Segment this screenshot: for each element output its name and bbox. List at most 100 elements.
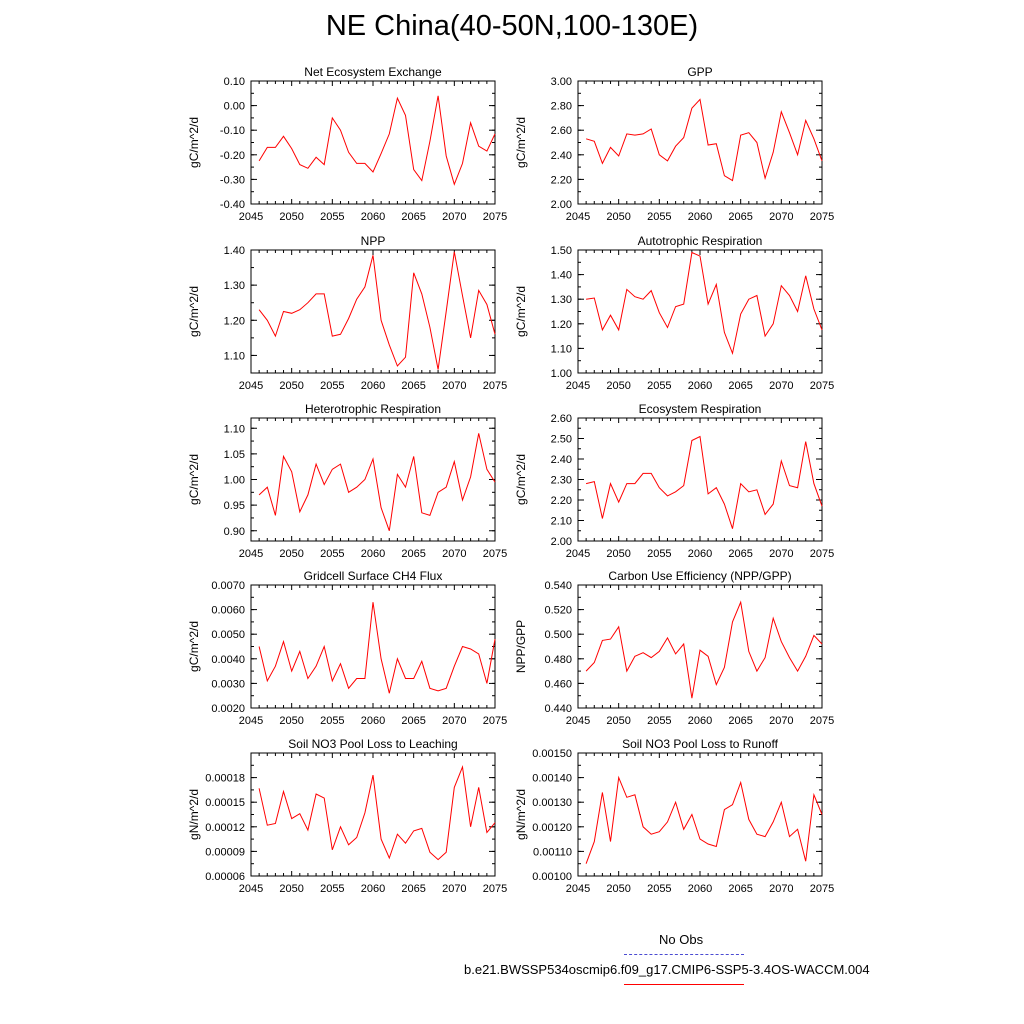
y-tick-label: 0.90 xyxy=(224,526,245,538)
y-tick-label: 1.50 xyxy=(551,245,572,257)
y-axis-label: gC/m^2/d xyxy=(187,286,201,337)
x-tick-label: 2060 xyxy=(688,548,712,560)
x-tick-label: 2060 xyxy=(688,211,712,223)
x-tick-label: 2045 xyxy=(239,211,263,223)
x-tick-label: 2055 xyxy=(647,211,671,223)
y-tick-label: 0.00110 xyxy=(533,846,572,858)
x-tick-label: 2055 xyxy=(647,380,671,392)
x-tick-label: 2065 xyxy=(728,715,752,727)
chart-panel-6: Ecosystem Respiration gC/m^2/d 2045 2050 205… xyxy=(514,402,834,560)
y-tick-label: 0.00012 xyxy=(205,822,245,834)
y-tick-label: -0.20 xyxy=(220,150,245,162)
y-tick-label: 0.00140 xyxy=(532,773,572,785)
y-axis-label: gN/m^2/d xyxy=(187,789,201,840)
x-tick-label: 2050 xyxy=(279,548,303,560)
y-tick-label: 0.520 xyxy=(544,605,572,617)
y-tick-label: 0.10 xyxy=(224,76,245,88)
legend-line-model xyxy=(624,984,744,985)
legend-label-model: b.e21.BWSSP534oscmip6.f09_g17.CMIP6-SSP5… xyxy=(464,962,870,977)
y-tick-label: 0.500 xyxy=(544,629,572,641)
x-tick-label: 2075 xyxy=(810,380,834,392)
x-tick-label: 2055 xyxy=(320,715,344,727)
series-line xyxy=(585,98,823,182)
x-tick-label: 2075 xyxy=(483,380,507,392)
x-tick-label: 2045 xyxy=(566,548,590,560)
y-tick-label: 2.20 xyxy=(551,495,572,507)
x-tick-label: 2075 xyxy=(810,883,834,895)
x-tick-label: 2065 xyxy=(728,548,752,560)
y-tick-label: 0.00006 xyxy=(205,871,245,883)
x-tick-label: 2065 xyxy=(401,715,425,727)
chart-title: NPP xyxy=(361,234,386,248)
x-tick-label: 2050 xyxy=(606,883,630,895)
y-tick-label: 0.0060 xyxy=(211,605,245,617)
x-tick-label: 2060 xyxy=(688,380,712,392)
chart-title: Carbon Use Efficiency (NPP/GPP) xyxy=(608,569,791,583)
x-tick-label: 2075 xyxy=(810,548,834,560)
y-axis-label: NPP/GPP xyxy=(514,620,528,673)
y-axis-label: gC/m^2/d xyxy=(187,454,201,505)
y-tick-label: -0.10 xyxy=(220,125,245,137)
chart-panel-3: NPP gC/m^2/d 2045 2050 2055 2060 2065 2070 2075 1… xyxy=(187,234,507,392)
x-tick-label: 2070 xyxy=(769,883,793,895)
y-axis-label: gC/m^2/d xyxy=(514,286,528,337)
x-tick-label: 2050 xyxy=(279,211,303,223)
y-tick-label: 2.40 xyxy=(551,150,572,162)
y-tick-label: 1.05 xyxy=(224,449,245,461)
y-tick-label: 0.0020 xyxy=(211,703,245,715)
chart-panel-8: Carbon Use Efficiency (NPP/GPP) NPP/GPP 20… xyxy=(514,569,834,727)
x-tick-label: 2060 xyxy=(361,715,385,727)
x-tick-label: 2065 xyxy=(728,211,752,223)
y-tick-label: 0.0040 xyxy=(211,654,245,666)
y-tick-label: 0.0050 xyxy=(211,629,245,641)
y-tick-label: 3.00 xyxy=(551,76,572,88)
x-tick-label: 2060 xyxy=(361,548,385,560)
y-tick-label: 0.00130 xyxy=(532,797,572,809)
y-tick-label: 0.00100 xyxy=(532,871,572,883)
chart-title: Soil NO3 Pool Loss to Leaching xyxy=(288,737,457,751)
y-tick-label: 0.440 xyxy=(544,703,572,715)
y-tick-label: 1.40 xyxy=(551,270,572,282)
x-tick-label: 2050 xyxy=(279,715,303,727)
y-axis-label: gC/m^2/d xyxy=(187,621,201,672)
y-tick-label: 2.10 xyxy=(551,516,572,528)
page-title: NE China(40-50N,100-130E) xyxy=(325,10,699,42)
y-tick-label: 1.10 xyxy=(224,350,245,362)
chart-panel-9: Soil NO3 Pool Loss to Leaching gN/m^2/d 20… xyxy=(187,737,507,895)
series-line xyxy=(258,764,496,861)
y-tick-label: 0.00120 xyxy=(532,822,572,834)
plot-frame xyxy=(577,249,823,374)
y-tick-label: -0.40 xyxy=(220,199,245,211)
x-tick-label: 2050 xyxy=(279,883,303,895)
x-tick-label: 2075 xyxy=(810,211,834,223)
x-tick-label: 2050 xyxy=(606,715,630,727)
y-tick-label: -0.30 xyxy=(220,174,245,186)
x-tick-label: 2060 xyxy=(688,715,712,727)
x-tick-label: 2070 xyxy=(769,211,793,223)
chart-title: Net Ecosystem Exchange xyxy=(304,65,442,79)
series-line xyxy=(258,251,496,370)
x-tick-label: 2075 xyxy=(810,715,834,727)
x-tick-label: 2055 xyxy=(647,883,671,895)
x-tick-label: 2070 xyxy=(442,715,466,727)
x-tick-label: 2065 xyxy=(401,548,425,560)
x-tick-label: 2070 xyxy=(442,883,466,895)
x-tick-label: 2045 xyxy=(566,380,590,392)
x-tick-label: 2070 xyxy=(442,380,466,392)
x-tick-label: 2055 xyxy=(320,380,344,392)
y-tick-label: 2.00 xyxy=(551,536,572,548)
x-tick-label: 2045 xyxy=(566,883,590,895)
y-tick-label: 0.00150 xyxy=(532,748,572,760)
chart-title: GPP xyxy=(687,65,712,79)
y-tick-label: 2.50 xyxy=(551,434,572,446)
y-tick-label: 1.40 xyxy=(224,245,245,257)
series-line xyxy=(258,433,496,531)
x-tick-label: 2065 xyxy=(401,380,425,392)
chart-title: Soil NO3 Pool Loss to Runoff xyxy=(622,737,779,751)
x-tick-label: 2075 xyxy=(483,883,507,895)
chart-panel-10: Soil NO3 Pool Loss to Runoff gN/m^2/d 2045… xyxy=(514,737,834,895)
x-tick-label: 2060 xyxy=(361,883,385,895)
chart-panel-7: Gridcell Surface CH4 Flux gC/m^2/d 2045 205… xyxy=(187,569,507,727)
x-tick-label: 2055 xyxy=(647,715,671,727)
chart-panel-4: Autotrophic Respiration gC/m^2/d 2045 2050 2… xyxy=(514,234,834,392)
